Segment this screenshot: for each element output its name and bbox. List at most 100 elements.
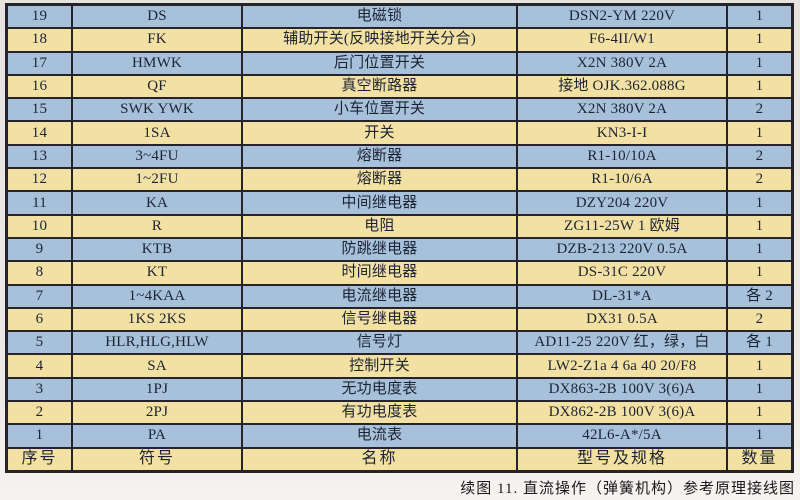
- row-number-cell: 18: [8, 29, 73, 51]
- symbol-cell: HMWK: [73, 52, 243, 74]
- symbol-cell: KT: [73, 262, 243, 284]
- row-number-cell: 19: [8, 6, 73, 28]
- qty-cell: 1: [728, 215, 791, 237]
- header-cell: 数量: [728, 448, 791, 470]
- model-cell: DSN2-YM 220V: [518, 6, 728, 28]
- qty-cell: 1: [728, 75, 791, 98]
- symbol-cell: HLR,HLG,HLW: [73, 332, 243, 354]
- model-cell: AD11-25 220V 红，绿，白: [518, 332, 728, 354]
- table-row: 17 HMWK 后门位置开关 X2N 380V 2A 1: [8, 52, 791, 76]
- row-number-cell: 12: [8, 169, 73, 191]
- symbol-cell: 1~4KAA: [73, 285, 243, 307]
- model-cell: X2N 380V 2A: [518, 52, 728, 74]
- qty-cell: 1: [728, 122, 791, 144]
- qty-cell: 1: [728, 262, 791, 284]
- row-number-cell: 6: [8, 308, 73, 331]
- model-cell: DZB-213 220V 0.5A: [518, 238, 728, 261]
- model-cell: DS-31C 220V: [518, 262, 728, 284]
- qty-cell: 1: [728, 378, 791, 401]
- row-number-cell: 11: [8, 192, 73, 214]
- name-cell: 防跳继电器: [243, 238, 518, 261]
- name-cell: 无功电度表: [243, 378, 518, 401]
- model-cell: DZY204 220V: [518, 192, 728, 214]
- qty-cell: 1: [728, 52, 791, 74]
- row-number-cell: 1: [8, 425, 73, 447]
- row-number-cell: 13: [8, 145, 73, 168]
- table-row: 18 FK 辅助开关(反映接地开关分合) F6-4II/W1 1: [8, 29, 791, 53]
- header-cell: 名称: [243, 448, 518, 470]
- table-row: 15 SWK YWK 小车位置开关 X2N 380V 2A 2: [8, 99, 791, 123]
- name-cell: 信号继电器: [243, 308, 518, 331]
- name-cell: 后门位置开关: [243, 52, 518, 74]
- row-number-cell: 2: [8, 402, 73, 424]
- name-cell: 电阻: [243, 215, 518, 237]
- symbol-cell: 1~2FU: [73, 169, 243, 191]
- qty-cell: 1: [728, 238, 791, 261]
- table-row: 7 1~4KAA 电流继电器 DL-31*A 各 2: [8, 285, 791, 309]
- name-cell: 辅助开关(反映接地开关分合): [243, 29, 518, 51]
- row-number-cell: 5: [8, 332, 73, 354]
- table-row: 11 KA 中间继电器 DZY204 220V 1: [8, 192, 791, 216]
- model-cell: DL-31*A: [518, 285, 728, 307]
- row-number-cell: 7: [8, 285, 73, 307]
- qty-cell: 1: [728, 355, 791, 377]
- qty-cell: 2: [728, 145, 791, 168]
- symbol-cell: SA: [73, 355, 243, 377]
- model-cell: KN3-I-I: [518, 122, 728, 144]
- name-cell: 小车位置开关: [243, 99, 518, 121]
- name-cell: 电流表: [243, 425, 518, 447]
- table-row: 9 KTB 防跳继电器 DZB-213 220V 0.5A 1: [8, 238, 791, 263]
- name-cell: 控制开关: [243, 355, 518, 377]
- name-cell: 开关: [243, 122, 518, 144]
- symbol-cell: 1PJ: [73, 378, 243, 401]
- name-cell: 时间继电器: [243, 262, 518, 284]
- table-row: 6 1KS 2KS 信号继电器 DX31 0.5A 2: [8, 308, 791, 333]
- row-number-cell: 9: [8, 238, 73, 261]
- parts-table: 19 DS 电磁锁 DSN2-YM 220V 1 18 FK 辅助开关(反映接地开关分合) F6…: [5, 3, 794, 473]
- qty-cell: 1: [728, 192, 791, 214]
- symbol-cell: DS: [73, 6, 243, 28]
- name-cell: 真空断路器: [243, 75, 518, 98]
- qty-cell: 2: [728, 169, 791, 191]
- name-cell: 电磁锁: [243, 6, 518, 28]
- header-cell: 符号: [73, 448, 243, 470]
- row-number-cell: 10: [8, 215, 73, 237]
- model-cell: 接地 OJK.362.088G: [518, 75, 728, 98]
- model-cell: DX31 0.5A: [518, 308, 728, 331]
- row-number-cell: 14: [8, 122, 73, 144]
- name-cell: 电流继电器: [243, 285, 518, 307]
- symbol-cell: FK: [73, 29, 243, 51]
- table-row: 12 1~2FU 熔断器 R1-10/6A 2: [8, 169, 791, 193]
- model-cell: 42L6-A*/5A: [518, 425, 728, 447]
- symbol-cell: SWK YWK: [73, 99, 243, 121]
- table-row: 5 HLR,HLG,HLW 信号灯 AD11-25 220V 红，绿，白各 1: [8, 332, 791, 356]
- figure-caption: 续图 11. 直流操作（弹簧机构）参考原理接线图: [460, 481, 795, 497]
- model-cell: ZG11-25W 1 欧姆: [518, 215, 728, 237]
- model-cell: DX863-2B 100V 3(6)A: [518, 378, 728, 401]
- symbol-cell: KA: [73, 192, 243, 214]
- symbol-cell: 1KS 2KS: [73, 308, 243, 331]
- name-cell: 熔断器: [243, 169, 518, 191]
- symbol-cell: QF: [73, 75, 243, 98]
- table-row: 10 R 电阻 ZG11-25W 1 欧姆 1: [8, 215, 791, 239]
- name-cell: 有功电度表: [243, 402, 518, 424]
- model-cell: X2N 380V 2A: [518, 99, 728, 121]
- row-number-cell: 3: [8, 378, 73, 401]
- model-cell: DX862-2B 100V 3(6)A: [518, 402, 728, 424]
- table-row: 14 1SA 开关 KN3-I-I 1: [8, 122, 791, 146]
- table-row: 8 KT 时间继电器 DS-31C 220V 1: [8, 262, 791, 286]
- table-row: 3 1PJ 无功电度表 DX863-2B 100V 3(6)A 1: [8, 378, 791, 403]
- qty-cell: 1: [728, 29, 791, 51]
- model-cell: F6-4II/W1: [518, 29, 728, 51]
- header-cell: 序号: [8, 448, 73, 470]
- table-row: 19 DS 电磁锁 DSN2-YM 220V 1: [8, 6, 791, 30]
- qty-cell: 1: [728, 6, 791, 28]
- qty-cell: 各 1: [728, 332, 791, 354]
- table-row: 16 QF 真空断路器 接地 OJK.362.088G 1: [8, 75, 791, 100]
- table-row: 1 PA 电流表 42L6-A*/5A 1: [8, 425, 791, 449]
- name-cell: 信号灯: [243, 332, 518, 354]
- table-row: 4 SA 控制开关 LW2-Z1a 4 6a 40 20/F8 1: [8, 355, 791, 379]
- qty-cell: 1: [728, 402, 791, 424]
- model-cell: R1-10/10A: [518, 145, 728, 168]
